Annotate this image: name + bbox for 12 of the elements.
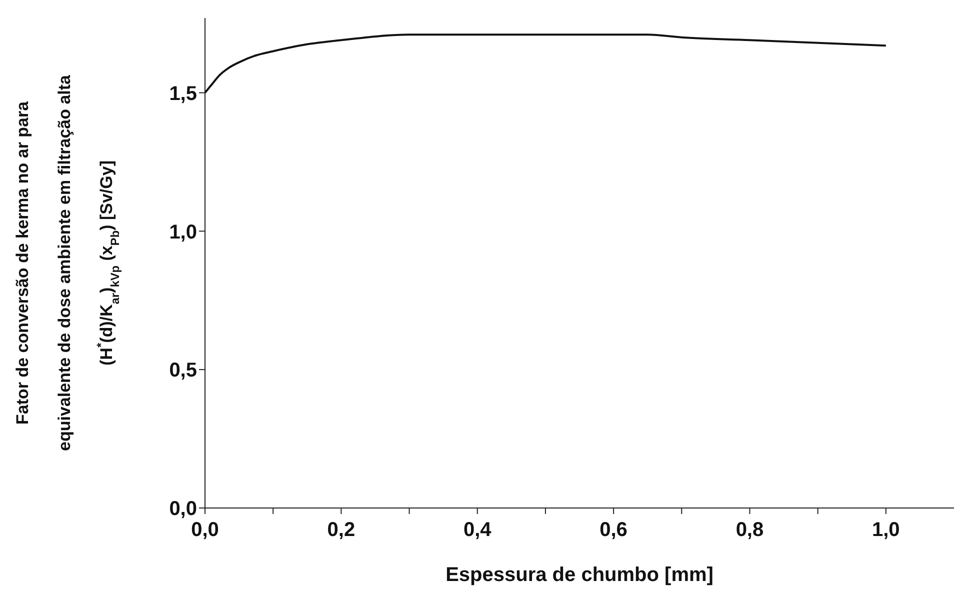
x-axis-title: Espessura de chumbo [mm] [446,564,714,586]
y-tick-label: 1,0 [169,221,197,244]
y-tick-label: 1,5 [169,82,197,105]
x-tick-label: 0,6 [600,519,628,542]
line-series [205,34,887,94]
y-tick-label: 0,0 [169,498,197,520]
x-tick-label: 0,0 [191,519,219,542]
x-tick-label: 1,0 [872,519,900,542]
y-tick-label: 0,5 [169,360,197,382]
x-tick-label: 0,8 [736,519,764,542]
x-tick-label: 0,2 [327,519,356,542]
x-tick-label: 0,4 [463,519,492,542]
